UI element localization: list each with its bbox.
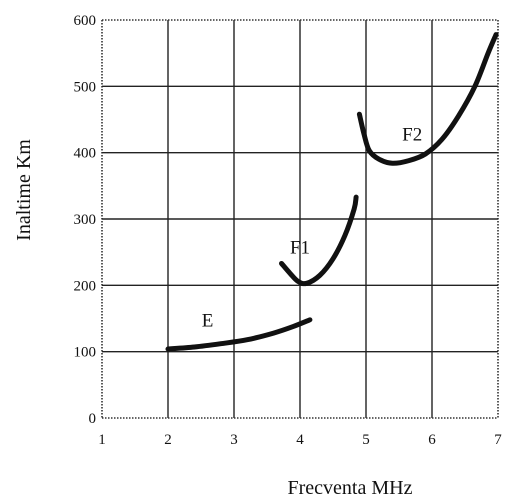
series-f2-curve <box>356 32 499 166</box>
tick-labels: 1 2 3 4 5 6 7 0 100 200 300 400 500 600 <box>74 13 503 448</box>
series-curves <box>165 32 499 352</box>
y-tick-label: 600 <box>74 13 97 29</box>
y-tick-label: 200 <box>74 278 97 294</box>
y-axis-label: Inaltime Km <box>13 139 35 241</box>
x-tick-label: 2 <box>164 432 172 448</box>
series-f1-label: F1 <box>290 237 310 258</box>
y-tick-label: 0 <box>89 411 97 427</box>
x-tick-label: 6 <box>428 432 436 448</box>
x-tick-label: 7 <box>494 432 502 448</box>
y-tick-label: 500 <box>74 79 97 95</box>
x-tick-label: 1 <box>98 432 106 448</box>
series-labels: E F1 F2 <box>202 125 422 332</box>
series-f2-label: F2 <box>402 125 422 146</box>
x-tick-label: 4 <box>296 432 304 448</box>
series-f1-curve <box>279 194 359 287</box>
x-tick-label: 3 <box>230 432 238 448</box>
grid <box>101 19 499 419</box>
y-tick-label: 100 <box>74 345 97 361</box>
series-e-label: E <box>202 310 214 331</box>
y-tick-label: 300 <box>74 212 97 228</box>
series-e-curve <box>165 317 313 352</box>
x-axis-label: Frecventa MHz <box>288 477 413 499</box>
y-tick-label: 400 <box>74 146 97 162</box>
x-tick-label: 5 <box>362 432 370 448</box>
